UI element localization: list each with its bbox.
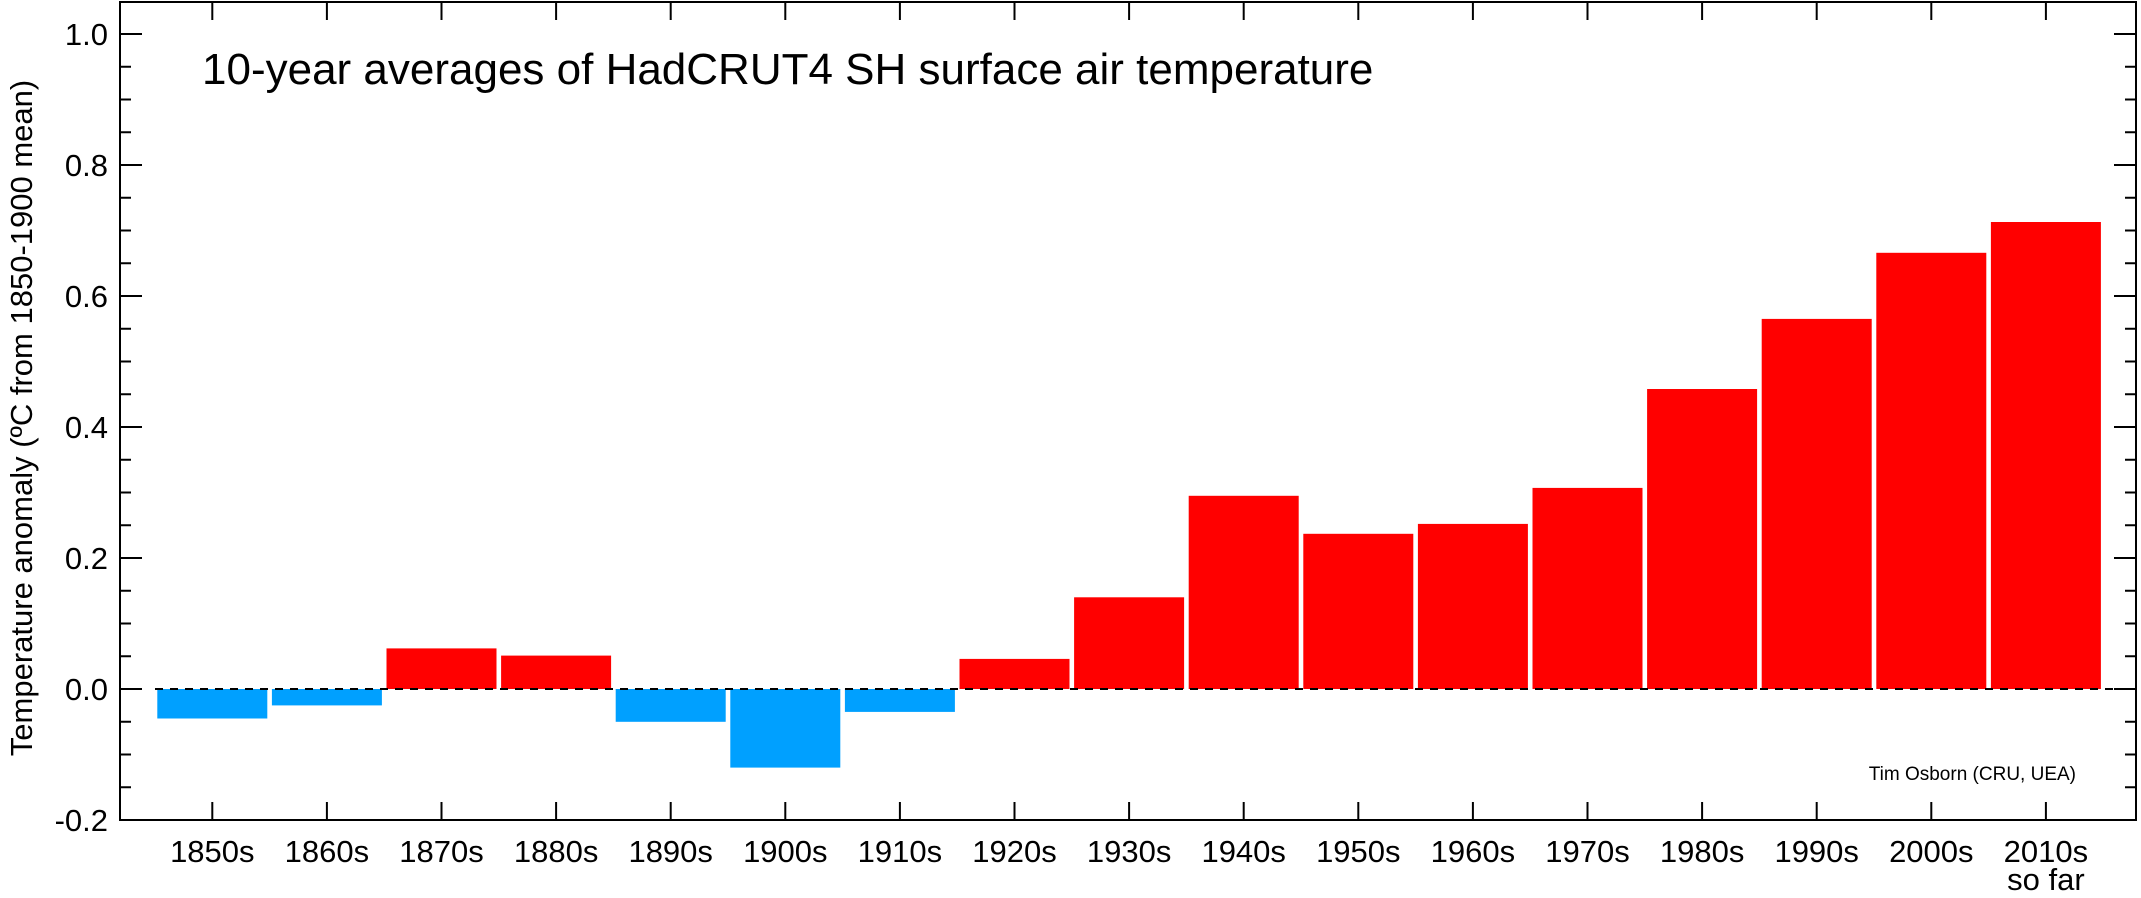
x-tick-label: 2000s — [1889, 834, 1973, 869]
bar-1920s — [959, 658, 1070, 689]
x-tick-label: 1940s — [1201, 834, 1285, 869]
x-tick-label: 1960s — [1431, 834, 1515, 869]
bar-2000s — [1876, 252, 1987, 690]
x-tick-label: 1850s — [170, 834, 254, 869]
x-tick-label: 1930s — [1087, 834, 1171, 869]
x-tick-label: 1880s — [514, 834, 598, 869]
bar-1950s — [1303, 533, 1414, 689]
x-tick-label: 1910s — [858, 834, 942, 869]
x-tick-label: 1890s — [628, 834, 712, 869]
x-tick-sublabel: so far — [2007, 862, 2085, 893]
bar-1900s — [730, 689, 841, 768]
y-tick-label: -0.2 — [55, 803, 108, 838]
bar-1930s — [1074, 597, 1185, 689]
labels-group: -0.2 0.0 0.2 0.4 0.6 0.8 1.0 1850s 1860s 1870s 188… — [55, 17, 2089, 897]
ticks-group — [120, 2, 2136, 821]
bar-1910s — [844, 689, 955, 712]
x-tick-label: 1900s — [743, 834, 827, 869]
bar-1970s — [1532, 487, 1643, 689]
bar-1870s — [386, 648, 497, 689]
x-tick-label: 1950s — [1316, 834, 1400, 869]
credit-annotation: Tim Osborn (CRU, UEA) — [1869, 764, 2076, 785]
x-tick-label: 1860s — [285, 834, 369, 869]
bar-1860s — [271, 689, 382, 706]
x-tick-label: 1990s — [1774, 834, 1858, 869]
x-tick-label: 1920s — [972, 834, 1056, 869]
plot-frame — [119, 1, 2137, 821]
bar-1880s — [501, 655, 612, 689]
y-tick-label: 0.2 — [65, 541, 108, 576]
y-tick-label: 0.6 — [65, 279, 108, 314]
bar-1960s — [1417, 523, 1528, 689]
y-axis-label: Temperature anomaly (ºC from 1850-1900 m… — [4, 80, 39, 756]
x-tick-label: 1870s — [399, 834, 483, 869]
bar-1940s — [1188, 495, 1299, 689]
x-tick-label: 1980s — [1660, 834, 1744, 869]
bar-2010s — [1990, 222, 2101, 689]
bar-1990s — [1761, 318, 1872, 689]
chart-title: 10-year averages of HadCRUT4 SH surface … — [202, 45, 1373, 94]
bar-1890s — [615, 689, 726, 722]
x-tick-label: 1970s — [1545, 834, 1629, 869]
bar-1980s — [1647, 389, 1758, 689]
y-tick-label: 0.0 — [65, 672, 108, 707]
y-tick-label: 0.4 — [65, 410, 108, 445]
y-tick-label: 0.8 — [65, 148, 108, 183]
bars-group — [157, 222, 2101, 768]
y-tick-label: 1.0 — [65, 17, 108, 52]
bar-1850s — [157, 689, 268, 719]
x-tick-label: 2010s — [2004, 834, 2088, 869]
